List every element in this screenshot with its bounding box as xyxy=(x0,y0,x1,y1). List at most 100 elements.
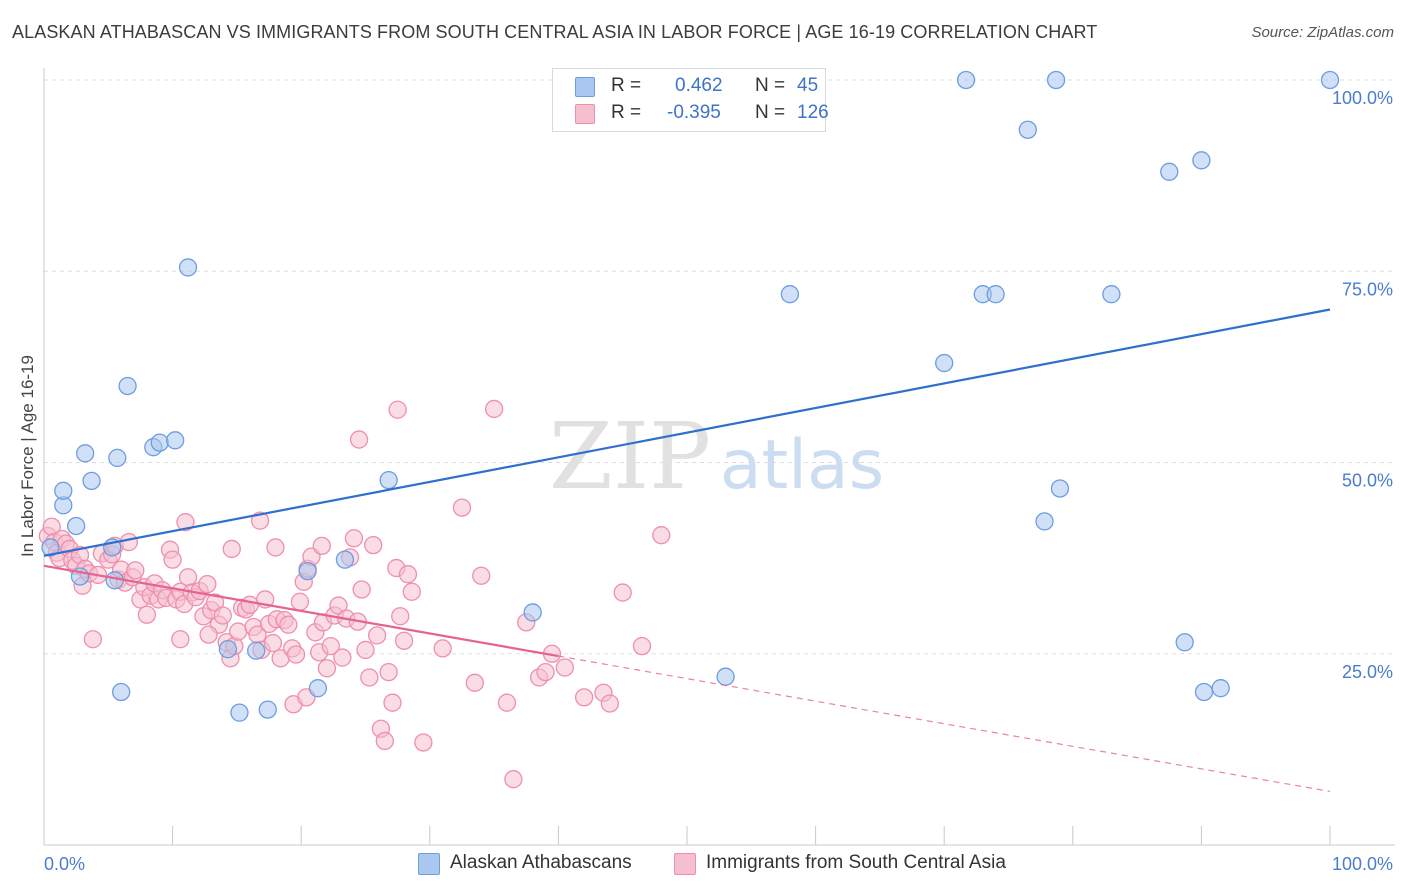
immigrant-point xyxy=(176,513,195,532)
athabascan-point xyxy=(1192,151,1211,170)
immigrant-point xyxy=(452,498,472,517)
legend-r-value: 0.462 xyxy=(675,75,723,96)
athabascan-point xyxy=(118,376,137,396)
immigrant-point xyxy=(321,636,340,656)
athabascan-point xyxy=(67,516,86,536)
athabascan-point xyxy=(1175,633,1194,652)
athabascan-point xyxy=(1211,679,1230,698)
immigrant-point xyxy=(574,688,594,707)
trend-line-projection xyxy=(558,655,1331,793)
immigrant-point xyxy=(250,511,270,530)
y-tick-label: 75.0% xyxy=(1342,279,1393,299)
legend-n-value: 45 xyxy=(797,75,819,96)
immigrant-point xyxy=(367,626,387,645)
watermark-zip: ZIP xyxy=(549,403,711,510)
immigrant-point xyxy=(137,605,157,624)
immigrant-point xyxy=(222,539,241,559)
immigrant-point xyxy=(465,673,484,692)
legend-swatch-blue xyxy=(575,77,595,97)
legend-r-label: R = xyxy=(611,75,642,96)
y-tick-label: 25.0% xyxy=(1342,662,1393,682)
athabascan-point xyxy=(935,353,954,373)
immigrant-point xyxy=(356,640,375,660)
athabascan-point xyxy=(76,444,95,463)
athabascan-point xyxy=(41,538,60,557)
athabascan-point xyxy=(150,433,169,452)
immigrant-point xyxy=(266,538,285,557)
legend-r-value: -0.395 xyxy=(667,102,721,123)
immigrant-point xyxy=(484,399,504,419)
correlation-legend: R = 0.462 N = 45 R = -0.395 N = 126 xyxy=(552,68,829,132)
athabascan-point xyxy=(108,448,127,468)
immigrant-point xyxy=(360,668,379,687)
immigrant-point xyxy=(344,529,364,548)
series-swatch-blue xyxy=(418,853,440,875)
athabascan-point xyxy=(1160,162,1179,181)
athabascan-point xyxy=(178,258,198,277)
x-tick-label: 100.0% xyxy=(1332,854,1393,874)
legend-swatch-pink xyxy=(575,104,595,124)
athabascan-point xyxy=(258,700,277,719)
athabascan-point xyxy=(82,471,101,491)
immigrant-point xyxy=(333,648,352,667)
athabascan-point xyxy=(308,679,328,698)
series-label: Alaskan Athabascans xyxy=(450,852,632,873)
series-swatch-pink xyxy=(674,853,696,875)
athabascan-point xyxy=(1035,512,1054,531)
source-label: Source: ZipAtlas.com xyxy=(1251,24,1394,41)
athabascan-point xyxy=(218,640,238,659)
trend-line xyxy=(43,308,1331,557)
immigrant-point xyxy=(536,662,555,682)
immigrant-point xyxy=(352,580,371,599)
athabascan-point xyxy=(230,703,249,722)
axes xyxy=(43,68,1395,846)
legend-r-label: R = xyxy=(611,102,642,123)
legend-n-label: N = xyxy=(755,75,786,96)
immigrant-point xyxy=(119,532,139,552)
immigrant-point xyxy=(472,566,491,585)
trend-line xyxy=(43,564,559,658)
series-label: Immigrants from South Central Asia xyxy=(706,852,1006,873)
immigrant-point xyxy=(433,639,452,658)
athabascan-point xyxy=(986,285,1005,304)
immigrant-point xyxy=(600,694,619,713)
grid-lines xyxy=(44,79,1395,655)
legend-n-label: N = xyxy=(755,102,786,123)
immigrant-point xyxy=(290,592,310,611)
immigrant-point xyxy=(402,582,421,601)
trend-lines xyxy=(43,308,1331,793)
immigrant-point xyxy=(375,731,394,751)
immigrant-point xyxy=(171,630,190,649)
immigrant-point xyxy=(199,625,218,644)
legend-n-value: 126 xyxy=(797,102,829,123)
chart-title: ALASKAN ATHABASCAN VS IMMIGRANTS FROM SO… xyxy=(12,22,1098,42)
athabascan-point xyxy=(247,641,266,660)
immigrant-point xyxy=(286,645,306,664)
y-tick-label: 50.0% xyxy=(1342,471,1393,491)
athabascan-point xyxy=(780,285,800,304)
x-tick-label: 0.0% xyxy=(44,854,85,874)
immigrant-point xyxy=(83,630,103,649)
data-points xyxy=(38,70,1340,789)
tick-labels: 25.0% 50.0% 75.0% 100.0% 0.0% 100.0% xyxy=(44,88,1393,874)
athabascan-point xyxy=(716,667,735,686)
immigrant-point xyxy=(379,662,398,682)
immigrant-point xyxy=(383,693,402,712)
y-tick-label: 100.0% xyxy=(1332,88,1393,108)
athabascan-point xyxy=(166,431,185,450)
immigrant-point xyxy=(263,633,283,653)
athabascan-point xyxy=(1046,70,1066,90)
immigrant-point xyxy=(414,733,433,752)
y-axis-title: In Labor Force | Age 16-19 xyxy=(18,355,37,557)
immigrant-point xyxy=(504,770,523,789)
immigrant-point xyxy=(391,607,410,626)
immigrant-point xyxy=(652,526,671,545)
immigrant-point xyxy=(497,693,517,712)
immigrant-point xyxy=(349,430,369,449)
immigrant-point xyxy=(229,622,248,641)
athabascan-point xyxy=(1102,285,1121,304)
immigrant-point xyxy=(398,565,418,584)
immigrant-point xyxy=(555,658,574,677)
athabascan-point xyxy=(1050,479,1070,498)
immigrant-point xyxy=(279,615,298,634)
